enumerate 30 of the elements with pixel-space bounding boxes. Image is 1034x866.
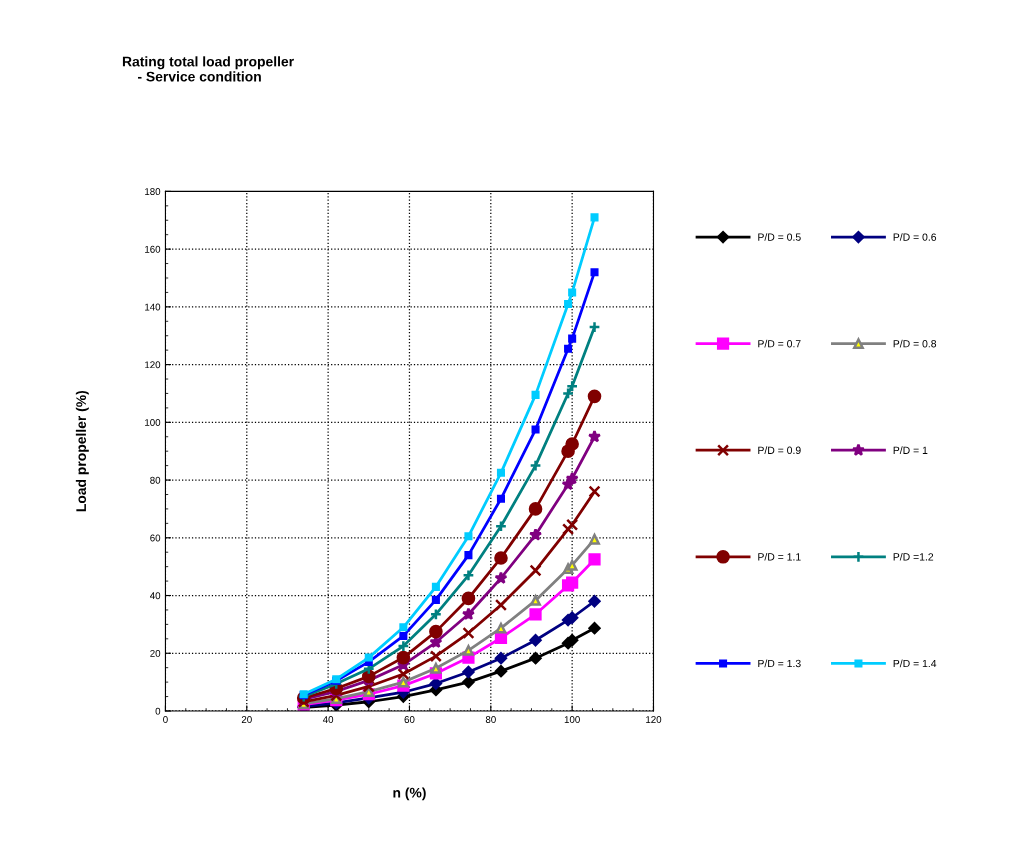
legend-label: P/D = 1 <box>893 446 928 454</box>
x-tick-label: 80 <box>485 716 496 723</box>
legend-label: P/D = 1.1 <box>758 552 801 561</box>
y-tick-label: 120 <box>145 361 161 369</box>
legend-label: P/D = 0.7 <box>758 339 801 348</box>
x-tick-label: 40 <box>322 716 334 723</box>
y-tick-label: 40 <box>149 592 161 600</box>
y-axis-title: Load propeller (%) <box>75 390 89 512</box>
y-tick-label: 60 <box>150 534 161 542</box>
y-tick-label: 180 <box>145 188 161 195</box>
y-tick-label: 20 <box>150 649 161 657</box>
y-tick-label: 100 <box>145 419 161 426</box>
x-tick-label: 100 <box>564 716 580 723</box>
x-tick-label: 0 <box>163 716 168 723</box>
y-tick-label: 0 <box>155 707 161 715</box>
x-tick-label: 60 <box>404 716 415 723</box>
x-tick-label: 20 <box>241 716 252 723</box>
legend-label: P/D = 0.9 <box>758 446 801 454</box>
chart-title: Rating total load propeller - Service condition <box>122 56 294 82</box>
x-axis-title: n (%) <box>393 787 426 801</box>
legend-label: P/D = 0.5 <box>758 233 801 241</box>
legend-label: P/D = 0.6 <box>893 233 937 241</box>
legend-label: P/D = 1.3 <box>758 659 801 668</box>
legend-label: P/D =1.2 <box>893 552 934 561</box>
x-tick-label: 120 <box>646 716 662 723</box>
y-tick-label: 80 <box>150 476 161 484</box>
y-tick-label: 160 <box>145 245 161 253</box>
legend-label: P/D = 0.8 <box>893 339 937 348</box>
legend-label: P/D = 1.4 <box>893 659 937 668</box>
y-tick-label: 140 <box>145 303 161 311</box>
